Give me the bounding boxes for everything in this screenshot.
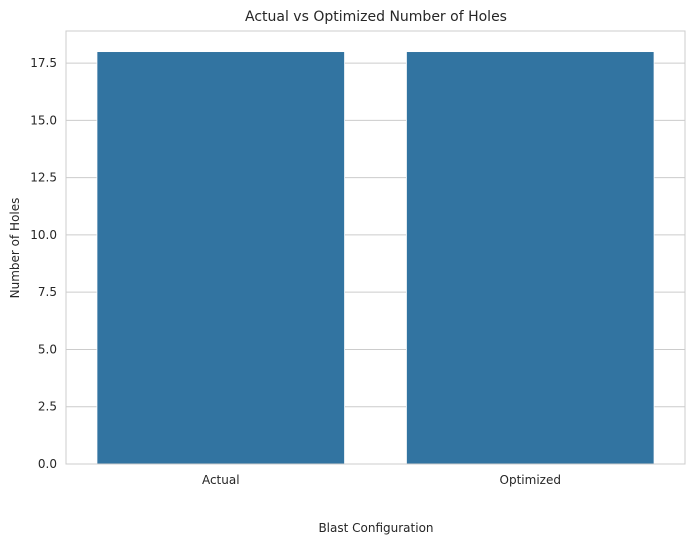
y-tick-label: 12.5 [30,171,57,185]
chart-title: Actual vs Optimized Number of Holes [245,9,507,25]
y-axis-label: Number of Holes [8,198,22,299]
y-tick-label: 7.5 [38,285,57,299]
y-tick-label: 5.0 [38,342,57,356]
x-tick-label: Actual [202,473,240,487]
y-tick-label: 17.5 [30,56,57,70]
x-axis-label: Blast Configuration [318,521,433,535]
bars [96,51,655,465]
bar-actual [96,51,345,465]
bar-optimized [406,51,655,465]
y-tick-label: 2.5 [38,400,57,414]
y-tick-label: 10.0 [30,228,57,242]
y-tick-label: 0.0 [38,457,57,471]
plot-frame [65,30,686,465]
y-tick-label: 15.0 [30,113,57,127]
x-tick-label: Optimized [500,473,561,487]
x-axis-ticks: Actual Optimized [202,473,561,487]
y-axis-ticks: 0.0 2.5 5.0 7.5 10.0 12.5 15.0 17.5 [30,56,57,471]
